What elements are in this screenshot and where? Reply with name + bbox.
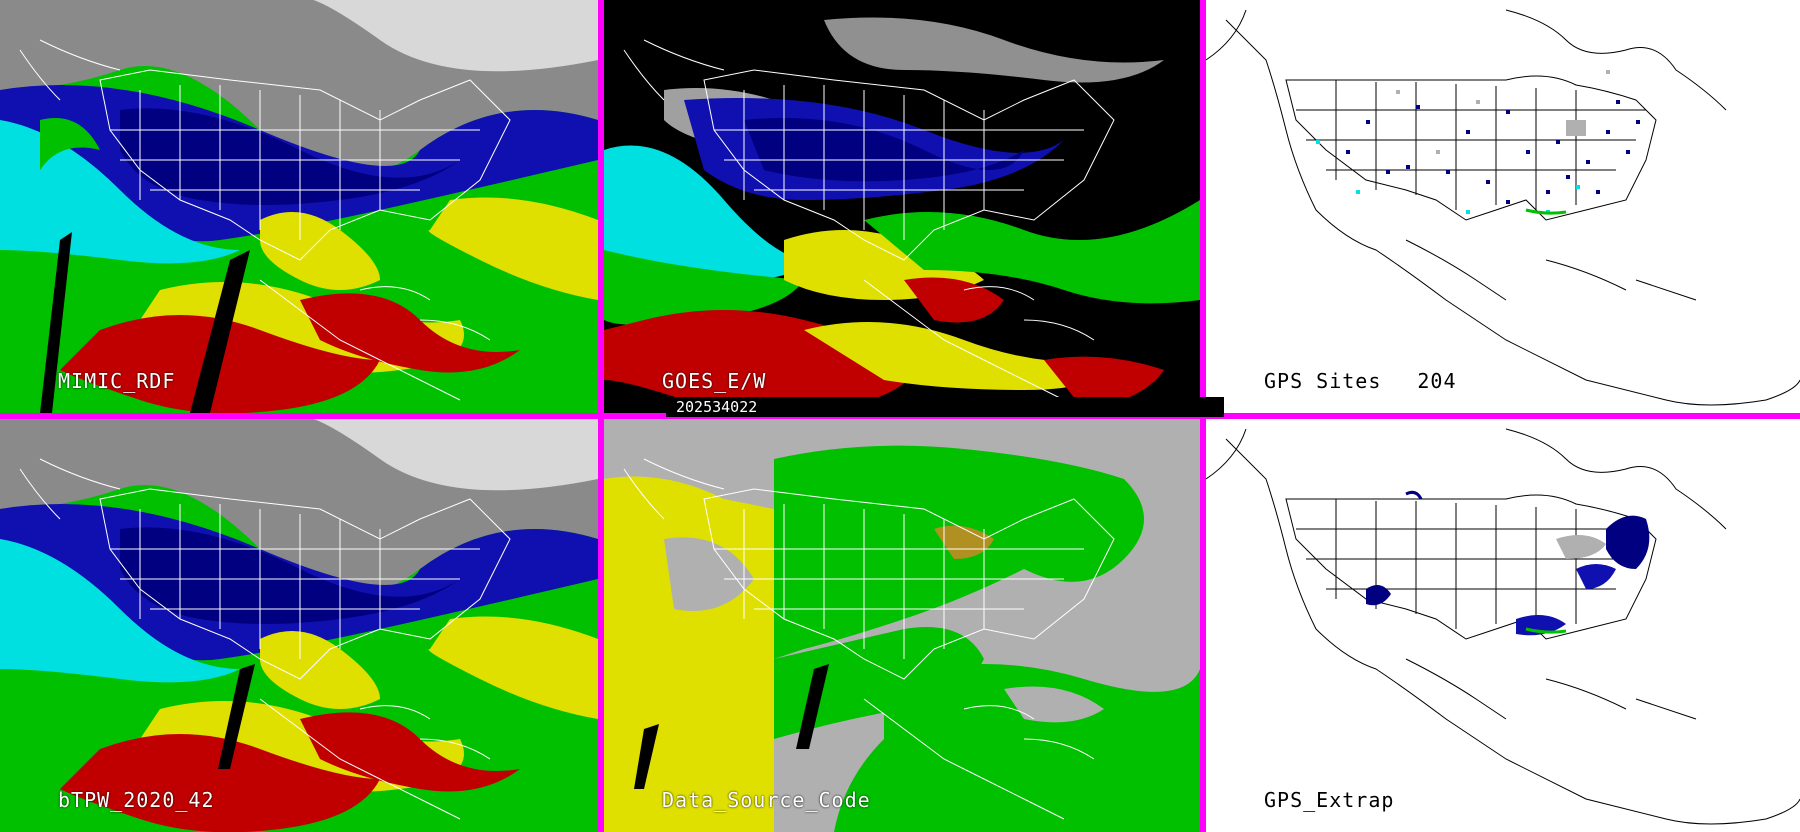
panel-data-source-code[interactable]: Data_Source_Code <box>604 419 1200 832</box>
panel-label-gps-sites: GPS Sites 204 <box>1264 369 1457 393</box>
tpw-map-btpw <box>0 419 598 832</box>
gps-sites-map <box>1206 0 1800 413</box>
panel-goes-ew[interactable]: GOES_E/W <box>604 0 1200 413</box>
tpw-map-goes <box>604 0 1200 413</box>
panel-label-goes-ew: GOES_E/W <box>662 369 767 393</box>
tpw-map-mimic <box>0 0 598 413</box>
panel-gps-sites[interactable]: GPS Sites 204 <box>1206 0 1800 413</box>
panel-gps-extrap[interactable]: GPS_Extrap <box>1206 419 1800 832</box>
panel-mimic-rdf[interactable]: MIMIC_RDF <box>0 0 598 413</box>
panel-label-btpw-2020-42: bTPW_2020_42 <box>58 788 215 812</box>
panel-label-mimic-rdf: MIMIC_RDF <box>58 369 176 393</box>
data-source-map <box>604 419 1200 832</box>
panel-btpw-2020-42[interactable]: bTPW_2020_42 <box>0 419 598 832</box>
timestamp-bar: 202534022 <box>666 397 1224 417</box>
timestamp-text: 202534022 <box>676 398 758 416</box>
gps-extrap-map <box>1206 419 1800 832</box>
gps-site-count: 204 <box>1417 369 1457 393</box>
gps-sites-title: GPS Sites <box>1264 369 1382 393</box>
panel-label-data-source-code: Data_Source_Code <box>662 788 871 812</box>
panel-label-gps-extrap: GPS_Extrap <box>1264 788 1395 812</box>
